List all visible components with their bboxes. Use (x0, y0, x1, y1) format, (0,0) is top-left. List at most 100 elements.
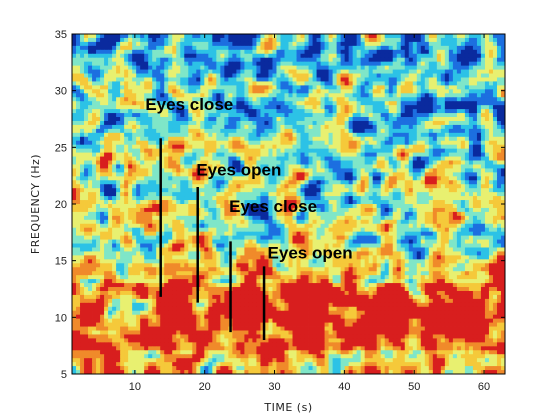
heatmap-cell (152, 136, 157, 142)
heatmap-cell (180, 101, 185, 106)
heatmap-cell (344, 120, 350, 126)
heatmap-cell (312, 128, 317, 134)
heatmap-cell (76, 93, 81, 98)
heatmap-cell (428, 109, 434, 114)
heatmap-cell (436, 109, 442, 114)
heatmap-cell (416, 113, 422, 118)
heatmap-cell (288, 69, 293, 74)
heatmap-cell (368, 120, 374, 126)
heatmap-cell (240, 61, 245, 67)
heatmap-cell (468, 73, 474, 78)
heatmap-cell (160, 120, 165, 126)
heatmap-cell (396, 144, 402, 150)
heatmap-cell (452, 65, 458, 70)
heatmap-cell (380, 37, 386, 43)
heatmap-cell (252, 176, 257, 181)
heatmap-cell (488, 211, 494, 217)
heatmap-cell (120, 41, 125, 47)
heatmap-cell (188, 192, 193, 197)
heatmap-cell (144, 128, 149, 134)
heatmap-cell (328, 73, 333, 78)
heatmap-cell (88, 148, 93, 153)
heatmap-cell (260, 176, 265, 181)
heatmap-cell (392, 65, 398, 70)
heatmap-cell (248, 120, 253, 126)
heatmap-cell (168, 105, 173, 110)
heatmap-cell (104, 37, 109, 43)
heatmap-cell (136, 49, 141, 55)
heatmap-cell (92, 65, 97, 70)
heatmap-cell (484, 196, 490, 201)
heatmap-cell (184, 180, 189, 185)
heatmap-cell (396, 128, 402, 134)
heatmap-cell (160, 97, 165, 102)
heatmap-cell (452, 49, 458, 55)
heatmap-cell (160, 144, 165, 150)
heatmap-cell (500, 176, 506, 181)
heatmap-cell (340, 136, 346, 142)
heatmap-cell (448, 45, 454, 51)
heatmap-cell (204, 57, 209, 63)
heatmap-cell (420, 57, 426, 63)
heatmap-cell (240, 85, 245, 90)
heatmap-cell (108, 53, 113, 59)
heatmap-cell (300, 128, 305, 134)
heatmap-cell (488, 188, 494, 193)
heatmap-cell (476, 144, 482, 150)
heatmap-cell (128, 140, 133, 146)
heatmap-cell (356, 168, 362, 173)
heatmap-cell (140, 69, 145, 74)
heatmap-cell (296, 97, 301, 102)
heatmap-cell (216, 204, 221, 209)
heatmap-cell (160, 73, 165, 78)
heatmap-cell (132, 61, 137, 67)
heatmap-cell (264, 188, 269, 193)
heatmap-cell (124, 37, 129, 43)
heatmap-cell (276, 184, 281, 189)
heatmap-cell (460, 89, 466, 94)
heatmap-cell (324, 184, 329, 189)
heatmap-cell (276, 144, 281, 150)
heatmap-cell (368, 89, 374, 94)
heatmap-cell (76, 45, 81, 51)
heatmap-cell (460, 188, 466, 193)
heatmap-cell (116, 204, 121, 209)
heatmap-cell (388, 192, 394, 197)
heatmap-cell (264, 57, 269, 63)
heatmap-cell (284, 124, 289, 130)
heatmap-cell (448, 180, 454, 185)
heatmap-cell (356, 192, 362, 197)
heatmap-cell (460, 168, 466, 173)
heatmap-cell (200, 117, 205, 122)
heatmap-cell (376, 61, 382, 67)
heatmap-cell (492, 85, 498, 90)
heatmap-cell (272, 120, 277, 126)
heatmap-cell (168, 180, 173, 185)
heatmap-cell (444, 124, 450, 130)
heatmap-cell (216, 192, 221, 197)
heatmap-cell (372, 152, 378, 157)
heatmap-cell (316, 168, 321, 173)
heatmap-cell (412, 85, 418, 90)
heatmap-cell (352, 61, 358, 67)
heatmap-cell (340, 105, 346, 110)
heatmap-cell (144, 196, 149, 201)
heatmap-cell (188, 105, 193, 110)
heatmap-cell (140, 117, 145, 122)
heatmap-cell (248, 53, 253, 59)
heatmap-cell (388, 184, 394, 189)
heatmap-cell (168, 53, 173, 59)
heatmap-cell (108, 77, 113, 82)
heatmap-cell (212, 101, 217, 106)
heatmap-cell (184, 136, 189, 142)
heatmap-cell (232, 109, 237, 114)
heatmap-cell (396, 61, 402, 67)
heatmap-cell (460, 113, 466, 118)
heatmap-cell (220, 109, 225, 114)
heatmap-cell (324, 124, 329, 130)
heatmap-cell (464, 156, 470, 161)
heatmap-cell (220, 148, 225, 153)
heatmap-cell (256, 168, 261, 173)
heatmap-cell (84, 81, 89, 86)
heatmap-cell (304, 207, 309, 213)
